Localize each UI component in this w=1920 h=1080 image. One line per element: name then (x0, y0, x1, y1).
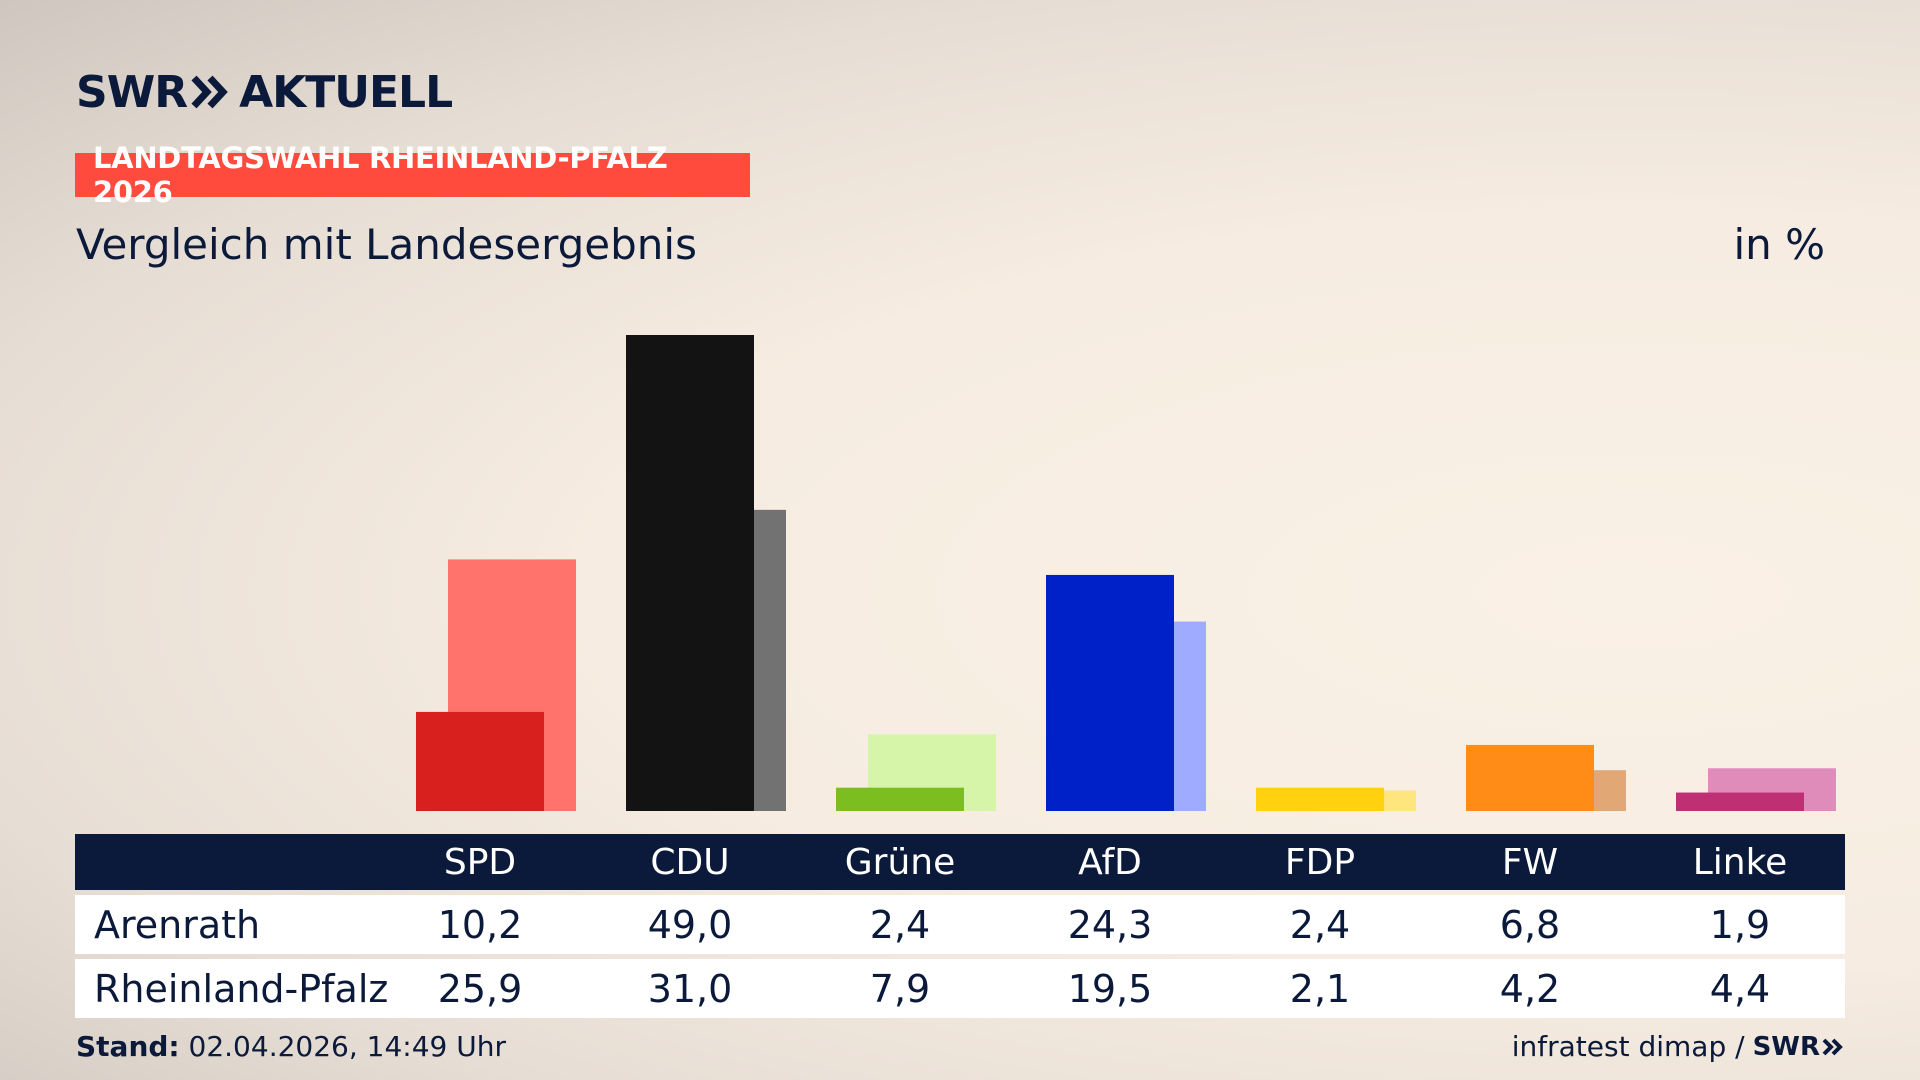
table-row: Arenrath 10,2 49,0 2,4 24,3 2,4 6,8 1,9 (75, 895, 1845, 954)
table-cell: 4,4 (1709, 966, 1771, 1011)
stand-label: Stand: (76, 1030, 180, 1063)
bar-local-linke (1676, 792, 1804, 811)
table-cell: 7,9 (869, 966, 931, 1011)
source-credit: infratest dimap / SWR (1512, 1030, 1844, 1063)
bar-chart (416, 335, 1836, 811)
source-text: infratest dimap / (1511, 1030, 1745, 1063)
column-header: FDP (1284, 841, 1356, 883)
chevron-double-icon (1822, 1038, 1843, 1055)
bar-local-afd (1046, 574, 1174, 811)
column-header: CDU (650, 841, 730, 883)
table-cell: 2,4 (1289, 902, 1351, 947)
table-header: SPD CDU Grüne AfD FDP FW Linke (75, 834, 1845, 890)
table-cell: 25,9 (437, 966, 523, 1011)
bar-local-spd (416, 711, 544, 811)
bar-local-fdp (1256, 787, 1384, 811)
column-header: AfD (1078, 841, 1142, 883)
swr-aktuell-logo: SWR AKTUELL (76, 66, 453, 118)
results-table: SPD CDU Grüne AfD FDP FW Linke Arenrath 10,2 49… (75, 834, 1845, 1018)
table-cell: 6,8 (1499, 902, 1561, 947)
logo-product: AKTUELL (239, 66, 453, 118)
row-label: Rheinland-Pfalz (94, 966, 389, 1011)
table-cell: 2,4 (869, 902, 931, 947)
column-header: Linke (1692, 841, 1788, 883)
table-cell: 2,1 (1289, 966, 1351, 1011)
table-cell: 19,5 (1067, 966, 1153, 1011)
column-header: Grüne (844, 841, 956, 883)
chevron-double-icon (191, 75, 228, 109)
stand-value: 02.04.2026, 14:49 Uhr (188, 1030, 506, 1063)
timestamp: Stand: 02.04.2026, 14:49 Uhr (76, 1030, 506, 1063)
source-brand: SWR (1752, 1031, 1820, 1062)
table-cell: 49,0 (647, 902, 733, 947)
chart-subtitle: Vergleich mit Landesergebnis (76, 220, 697, 269)
column-header: FW (1501, 841, 1559, 883)
row-label: Arenrath (94, 902, 261, 947)
bar-local-fw (1466, 744, 1594, 811)
table-cell: 31,0 (647, 966, 733, 1011)
bar-local-cdu (626, 335, 754, 811)
logo-brand: SWR (76, 66, 188, 118)
table-cell: 4,2 (1499, 966, 1561, 1011)
bar-local-grüne (836, 787, 964, 811)
table-cell: 10,2 (437, 902, 523, 947)
unit-label: in % (1733, 220, 1825, 269)
table-cell: 24,3 (1067, 902, 1153, 947)
table-cell: 1,9 (1709, 902, 1771, 947)
table-row: Rheinland-Pfalz 25,9 31,0 7,9 19,5 2,1 4,2 4,4 (75, 959, 1845, 1018)
column-header: SPD (443, 841, 517, 883)
